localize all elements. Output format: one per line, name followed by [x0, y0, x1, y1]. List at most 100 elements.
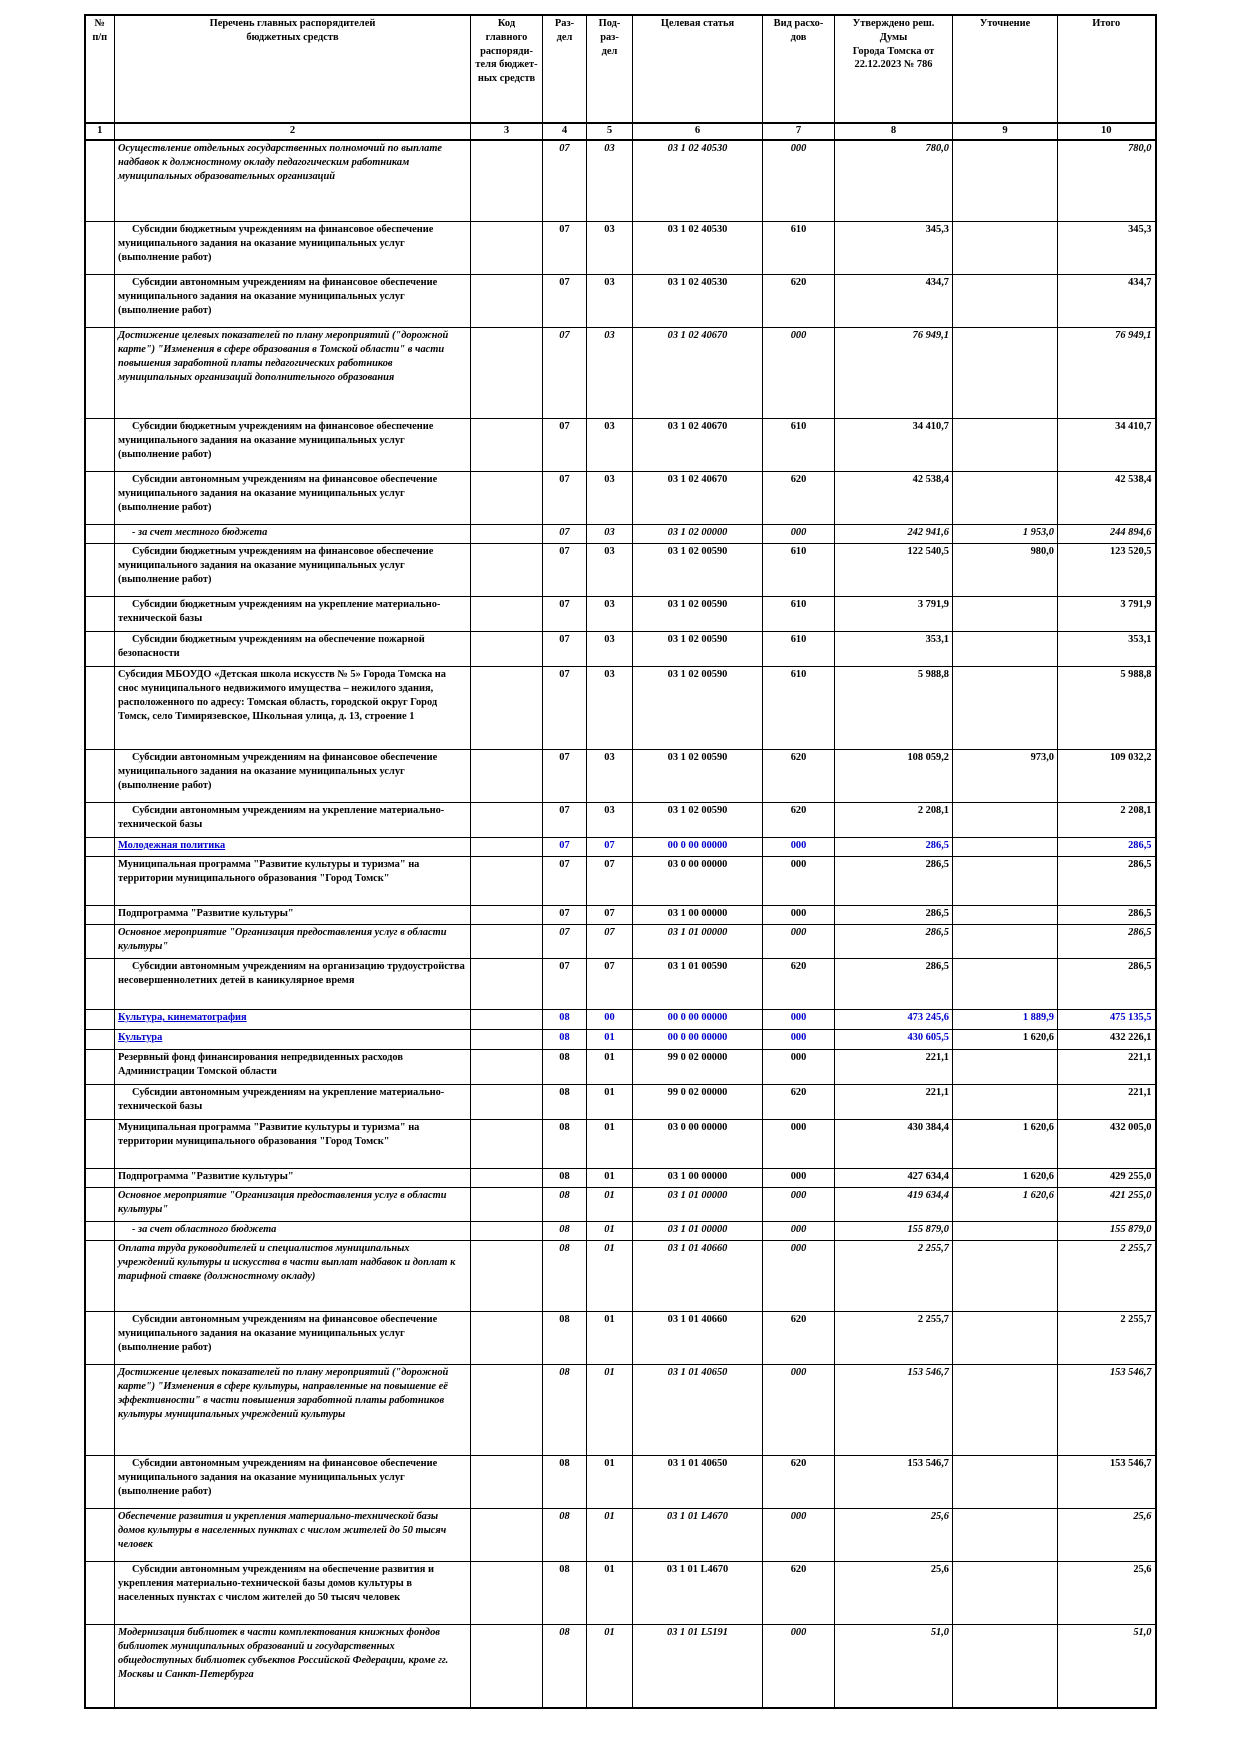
- cell-approved-amount: 5 988,8: [834, 666, 953, 751]
- cell-approved-amount: 153 546,7: [834, 1455, 953, 1510]
- cell-podrazdel: 03: [586, 802, 633, 839]
- table-row: Муниципальная программа "Развитие культу…: [84, 1119, 1156, 1170]
- cell-razdel: 08: [542, 1187, 587, 1223]
- cell-row-number: [84, 1221, 115, 1242]
- header-col-utochnenie: Уточнение: [952, 14, 1058, 124]
- cell-target-article: 03 1 02 00590: [632, 802, 763, 839]
- cell-adjustment-amount: [952, 274, 1058, 329]
- cell-total-amount: 780,0: [1057, 139, 1156, 223]
- cell-expense-type: 000: [762, 524, 835, 545]
- cell-expenditure-name: Культура, кинематография: [114, 1009, 471, 1031]
- cell-main-manager-code: [470, 1364, 543, 1457]
- cell-row-number: [84, 1311, 115, 1366]
- header-utv-line1: Утверждено реш. Думы: [852, 18, 935, 43]
- header-razdel-line1: Раз-: [554, 18, 575, 29]
- expenditure-name-text: Субсидии автономным учреждениям на финан…: [118, 1458, 438, 1497]
- cell-row-number: [84, 139, 115, 223]
- cell-main-manager-code: [470, 1561, 543, 1626]
- table-row: Субсидии бюджетным учреждениям на финанс…: [84, 221, 1156, 276]
- cell-main-manager-code: [470, 1508, 543, 1563]
- cell-expenditure-name: Основное мероприятие "Организация предос…: [114, 924, 471, 960]
- expenditure-name-text: Субсидии автономным учреждениям на финан…: [118, 277, 438, 316]
- cell-adjustment-amount: [952, 856, 1058, 907]
- cell-podrazdel: 03: [586, 749, 633, 804]
- header-code-line5: ных средств: [477, 73, 536, 85]
- cell-adjustment-amount: [952, 1311, 1058, 1366]
- cell-razdel: 07: [542, 327, 587, 420]
- cell-approved-amount: 286,5: [834, 905, 953, 926]
- cell-adjustment-amount: 1 620,6: [952, 1119, 1058, 1170]
- cell-adjustment-amount: 1 953,0: [952, 524, 1058, 545]
- table-row: Субсидия МБОУДО «Детская школа искусств …: [84, 666, 1156, 751]
- cell-razdel: 07: [542, 221, 587, 276]
- cell-adjustment-amount: [952, 139, 1058, 223]
- cell-approved-amount: 353,1: [834, 631, 953, 668]
- cell-approved-amount: 155 879,0: [834, 1221, 953, 1242]
- cell-row-number: [84, 1049, 115, 1086]
- table-row: Субсидии автономным учреждениям на укреп…: [84, 802, 1156, 839]
- header-col-code: Код главного распоряди- теля бюджет- ных…: [470, 14, 543, 124]
- header-podrazdel-line1: Под-: [598, 18, 621, 29]
- cell-total-amount: 221,1: [1057, 1049, 1156, 1086]
- header-col-podrazdel: Под- раз- дел: [586, 14, 633, 124]
- header-vid-line2: дов: [790, 31, 807, 43]
- cell-expense-type: 000: [762, 1240, 835, 1313]
- cell-expenditure-name: Муниципальная программа "Развитие культу…: [114, 856, 471, 907]
- cell-razdel: 08: [542, 1221, 587, 1242]
- cell-total-amount: 153 546,7: [1057, 1364, 1156, 1457]
- header-labels-row: № п/п Перечень главных распорядителей бю…: [84, 14, 1156, 124]
- table-row: Основное мероприятие "Организация предос…: [84, 924, 1156, 960]
- cell-main-manager-code: [470, 1168, 543, 1189]
- cell-razdel: 08: [542, 1561, 587, 1626]
- cell-target-article: 00 0 00 00000: [632, 837, 763, 858]
- cell-expenditure-name: Субсидии автономным учреждениям на финан…: [114, 1455, 471, 1510]
- cell-expense-type: 610: [762, 543, 835, 598]
- cell-podrazdel: 01: [586, 1455, 633, 1510]
- cell-total-amount: 286,5: [1057, 958, 1156, 1011]
- cell-total-amount: 286,5: [1057, 856, 1156, 907]
- cell-row-number: [84, 1029, 115, 1051]
- cell-target-article: 00 0 00 00000: [632, 1009, 763, 1031]
- expenditure-name-text: Субсидии автономным учреждениям на укреп…: [118, 805, 445, 830]
- table-row: Субсидии бюджетным учреждениям на укрепл…: [84, 596, 1156, 633]
- header-code-line1: Код: [497, 18, 516, 29]
- header-np-line1: №: [94, 18, 105, 29]
- cell-approved-amount: 430 384,4: [834, 1119, 953, 1170]
- cell-expense-type: 000: [762, 905, 835, 926]
- expenditure-name-text: Основное мероприятие "Организация предос…: [118, 927, 447, 952]
- cell-razdel: 08: [542, 1364, 587, 1457]
- expenditure-name-text: Субсидии автономным учреждениям на обесп…: [118, 1564, 435, 1603]
- cell-main-manager-code: [470, 802, 543, 839]
- cell-target-article: 00 0 00 00000: [632, 1029, 763, 1051]
- cell-expense-type: 000: [762, 1168, 835, 1189]
- cell-target-article: 03 1 02 00590: [632, 543, 763, 598]
- expenditure-name-text: Субсидии бюджетным учреждениям на обеспе…: [118, 634, 425, 659]
- cell-expenditure-name: Достижение целевых показателей по плану …: [114, 1364, 471, 1457]
- expenditure-name-text: Субсидии бюджетным учреждениям на финанс…: [118, 224, 434, 263]
- cell-row-number: [84, 471, 115, 526]
- header-name-line1: Перечень главных распорядителей: [209, 18, 376, 29]
- cell-target-article: 03 1 00 00000: [632, 905, 763, 926]
- expenditure-name-text: Субсидии автономным учреждениям на финан…: [118, 474, 438, 513]
- cell-total-amount: 286,5: [1057, 905, 1156, 926]
- cell-approved-amount: 221,1: [834, 1049, 953, 1086]
- header-utv-line2: Города Томска от: [852, 45, 935, 57]
- cell-row-number: [84, 596, 115, 633]
- cell-row-number: [84, 749, 115, 804]
- cell-main-manager-code: [470, 1240, 543, 1313]
- cell-row-number: [84, 418, 115, 473]
- cell-total-amount: 353,1: [1057, 631, 1156, 668]
- cell-expenditure-name: Резервный фонд финансирования непредвиде…: [114, 1049, 471, 1086]
- cell-expenditure-name: Модернизация библиотек в части комплекто…: [114, 1624, 471, 1709]
- cell-approved-amount: 419 634,4: [834, 1187, 953, 1223]
- cell-total-amount: 429 255,0: [1057, 1168, 1156, 1189]
- table-row: Субсидии автономным учреждениям на финан…: [84, 274, 1156, 329]
- cell-main-manager-code: [470, 958, 543, 1011]
- cell-main-manager-code: [470, 418, 543, 473]
- cell-expenditure-name: Подпрограмма "Развитие культуры": [114, 905, 471, 926]
- cell-expense-type: 610: [762, 596, 835, 633]
- cell-target-article: 03 1 01 00000: [632, 1221, 763, 1242]
- cell-adjustment-amount: [952, 1049, 1058, 1086]
- table-row: Обеспечение развития и укрепления матери…: [84, 1508, 1156, 1563]
- cell-podrazdel: 07: [586, 958, 633, 1011]
